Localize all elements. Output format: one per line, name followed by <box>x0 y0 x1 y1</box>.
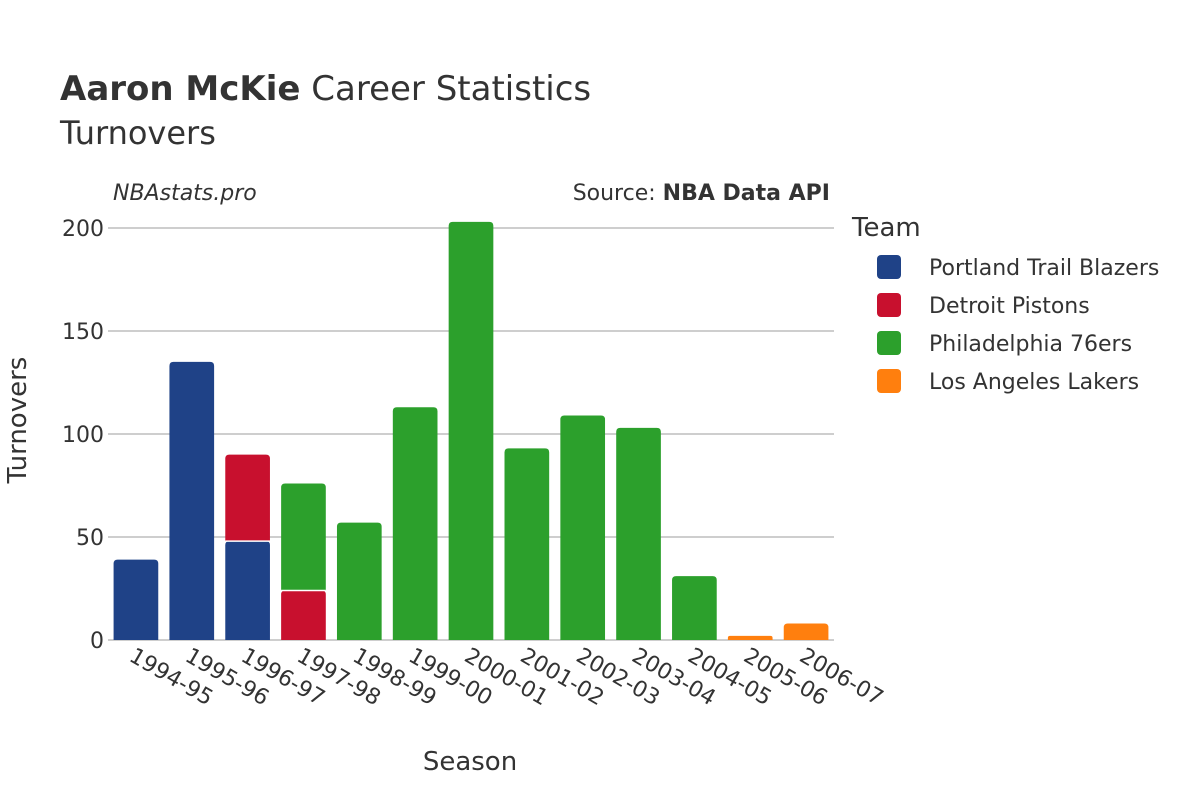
legend-label-philadelphia-76ers: Philadelphia 76ers <box>929 332 1132 357</box>
bar-1997-98-detroit-pistons <box>281 590 326 640</box>
y-tick-label-0: 0 <box>90 629 104 654</box>
y-tick-label-200: 200 <box>62 217 104 242</box>
y-tick-label-150: 150 <box>62 320 104 345</box>
bar-2004-05-philadelphia-76ers <box>672 576 717 640</box>
bar-1998-99-philadelphia-76ers <box>336 522 382 640</box>
bar-2002-03-philadelphia-76ers <box>560 415 606 640</box>
chart-title: Aaron McKie Career Statistics <box>60 69 591 109</box>
source-name: NBA Data API <box>663 181 830 206</box>
bar-1996-97-portland-trail-blazers <box>225 541 270 640</box>
legend-swatch-detroit-pistons <box>877 293 901 317</box>
bar-2006-07-los-angeles-lakers <box>783 623 829 640</box>
bars <box>113 221 829 640</box>
legend-swatch-portland-trail-blazers <box>877 255 901 279</box>
y-tick-label-50: 50 <box>76 526 104 551</box>
bar-1996-97-detroit-pistons <box>225 454 270 542</box>
legend-label-detroit-pistons: Detroit Pistons <box>929 294 1090 319</box>
bar-2000-01-philadelphia-76ers <box>448 221 494 640</box>
y-axis-label: Turnovers <box>3 357 33 485</box>
bar-1994-95-portland-trail-blazers <box>113 559 159 640</box>
source-prefix: Source: <box>573 181 663 206</box>
bar-2003-04-philadelphia-76ers <box>616 427 661 640</box>
legend-label-portland-trail-blazers: Portland Trail Blazers <box>929 256 1159 281</box>
bar-2005-06-los-angeles-lakers <box>727 635 773 640</box>
legend-title: Team <box>851 213 921 243</box>
bar-1997-98-philadelphia-76ers <box>281 483 326 591</box>
x-axis-ticks: 1994-951995-961996-971997-981998-991999-… <box>125 644 887 712</box>
y-tick-label-100: 100 <box>62 423 104 448</box>
bar-2001-02-philadelphia-76ers <box>504 448 550 640</box>
source-note: Source: NBA Data API <box>573 181 830 206</box>
legend-swatch-los-angeles-lakers <box>877 369 901 393</box>
chart-subtitle: Turnovers <box>59 114 216 152</box>
site-watermark: NBAstats.pro <box>113 181 257 206</box>
legend-swatch-philadelphia-76ers <box>877 331 901 355</box>
legend-label-los-angeles-lakers: Los Angeles Lakers <box>929 370 1139 395</box>
x-axis-label: Season <box>423 747 517 777</box>
bar-1995-96-portland-trail-blazers <box>169 361 215 640</box>
title-suffix: Career Statistics <box>300 69 591 109</box>
player-name: Aaron McKie <box>60 69 300 109</box>
bar-1999-00-philadelphia-76ers <box>392 407 438 640</box>
y-axis-ticks: 0 50 100 150 200 <box>62 217 104 654</box>
legend: Portland Trail Blazers Detroit Pistons Phi… <box>877 255 1159 395</box>
